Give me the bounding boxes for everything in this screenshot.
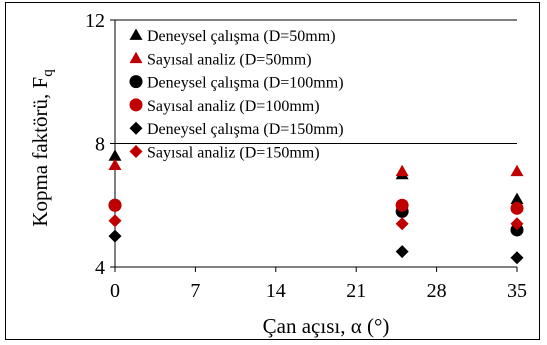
legend-item-2: Deneysel çalışma (D=100mm) — [129, 75, 344, 92]
x-tick-label-21: 21 — [346, 280, 366, 302]
gridlines — [115, 19, 517, 144]
legend-marker-2 — [129, 75, 143, 89]
y-axis-title-subscript: q — [40, 69, 56, 77]
legend-label-4: Deneysel çalışma (D=150mm) — [147, 121, 344, 138]
data-point-s3-1 — [395, 198, 409, 212]
legend-label-5: Sayısal analiz (D=150mm) — [147, 145, 320, 162]
data-point-s1-2 — [510, 164, 524, 177]
legend-marker-3 — [129, 98, 143, 112]
legend-item-3: Sayısal analiz (D=100mm) — [129, 98, 320, 115]
x-tick-label-7: 7 — [190, 280, 200, 302]
x-tick-label-35: 35 — [507, 280, 527, 302]
data-point-s5-0 — [108, 214, 122, 228]
legend-label-3: Sayısal analiz (D=100mm) — [147, 98, 320, 115]
y-tick-label-12: 12 — [85, 10, 105, 32]
legend-marker-1 — [129, 51, 143, 64]
x-tick-label-14: 14 — [266, 280, 286, 302]
data-point-s5-1 — [395, 217, 409, 231]
x-tick-label-28: 28 — [427, 280, 447, 302]
data-points — [108, 149, 524, 265]
data-point-s3-2 — [510, 201, 524, 215]
data-point-s4-1 — [395, 245, 409, 259]
legend-item-5: Sayısal analiz (D=150mm) — [129, 145, 320, 162]
y-axis-title-main: Kopma faktörü, F — [28, 77, 52, 227]
x-axis-title: Çan açısı, α (°) — [263, 314, 390, 338]
y-tick-label-4: 4 — [95, 257, 105, 279]
legend-label-2: Deneysel çalışma (D=100mm) — [147, 75, 344, 92]
data-point-s3-0 — [108, 198, 122, 212]
data-point-s1-0 — [108, 158, 122, 170]
chart-frame — [5, 2, 540, 340]
legend-item-1: Sayısal analiz (D=50mm) — [129, 51, 312, 68]
legend-label-1: Sayısal analiz (D=50mm) — [147, 51, 312, 68]
data-point-s5-2 — [510, 217, 524, 231]
legend-item-4: Deneysel çalışma (D=150mm) — [129, 121, 344, 138]
legend-label-0: Deneysel çalışma (D=50mm) — [147, 28, 336, 45]
y-tick-label-8: 8 — [95, 134, 105, 156]
tick-labels: 4 8 12 0 7 14 21 28 35 — [85, 10, 527, 302]
legend: Deneysel çalışma (D=50mm) Sayısal analiz … — [129, 28, 344, 162]
x-tick-label-0: 0 — [110, 280, 120, 302]
data-point-s0-0 — [108, 149, 122, 161]
legend-marker-0 — [129, 28, 143, 40]
legend-marker-5 — [129, 145, 143, 158]
y-axis-title: Kopma faktörü, Fq — [28, 69, 56, 227]
legend-item-0: Deneysel çalışma (D=50mm) — [129, 28, 336, 45]
data-point-s4-2 — [510, 251, 524, 265]
data-point-s4-0 — [108, 229, 122, 243]
data-point-s0-2 — [510, 192, 524, 204]
legend-marker-4 — [129, 121, 143, 135]
data-point-s1-1 — [395, 164, 409, 177]
